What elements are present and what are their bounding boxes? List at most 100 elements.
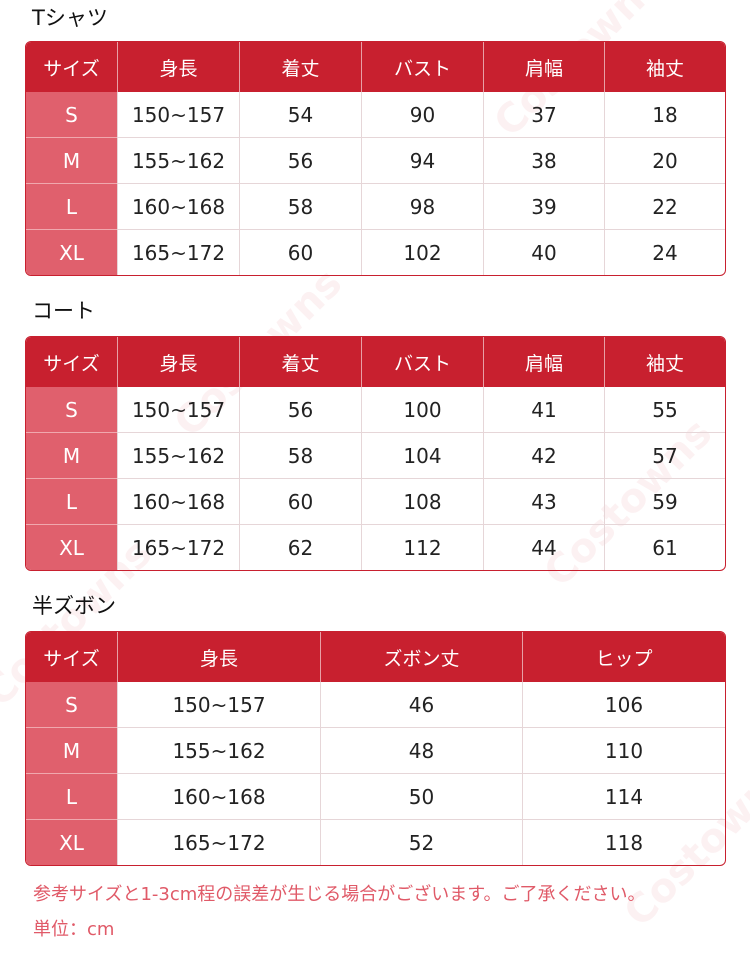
column-header: 袖丈 xyxy=(604,42,725,92)
column-header: 着丈 xyxy=(239,337,361,387)
table-cell: 108 xyxy=(361,478,483,524)
table-cell: 150~157 xyxy=(117,387,239,432)
table-row: L 160~168 58 98 39 22 xyxy=(26,183,725,229)
table-cell: 39 xyxy=(483,183,604,229)
table-cell: 150~157 xyxy=(117,682,320,727)
table-row: XL 165~172 60 102 40 24 xyxy=(26,229,725,275)
table-cell: 165~172 xyxy=(117,819,320,865)
size-label: M xyxy=(26,432,117,478)
table-title: Tシャツ xyxy=(32,6,108,30)
table-cell: 59 xyxy=(604,478,725,524)
column-header: バスト xyxy=(361,337,483,387)
column-header: 着丈 xyxy=(239,42,361,92)
table-cell: 38 xyxy=(483,137,604,183)
table-cell: 44 xyxy=(483,524,604,570)
table-row: L 160~168 60 108 43 59 xyxy=(26,478,725,524)
size-label: XL xyxy=(26,229,117,275)
column-header: サイズ xyxy=(26,337,117,387)
size-table: サイズ 身長 着丈 バスト 肩幅 袖丈 S 150~157 54 90 37 18 M 155~162 56… xyxy=(25,41,726,276)
table-cell: 18 xyxy=(604,92,725,137)
table-cell: 114 xyxy=(522,773,725,819)
table-cell: 165~172 xyxy=(117,524,239,570)
table-cell: 155~162 xyxy=(117,432,239,478)
table-cell: 42 xyxy=(483,432,604,478)
size-table: サイズ 身長 ズボン丈 ヒップ S 150~157 46 106 M 155~162 48 110 L 1… xyxy=(25,631,726,866)
column-header: ズボン丈 xyxy=(320,632,522,682)
table-cell: 104 xyxy=(361,432,483,478)
size-note: 参考サイズと1-3cm程の誤差が生じる場合がございます。ご了承ください。 xyxy=(33,884,646,905)
table-cell: 56 xyxy=(239,387,361,432)
table-cell: 60 xyxy=(239,478,361,524)
table-row: XL 165~172 62 112 44 61 xyxy=(26,524,725,570)
size-label: M xyxy=(26,727,117,773)
table-row: XL 165~172 52 118 xyxy=(26,819,725,865)
column-header: 身長 xyxy=(117,632,320,682)
table-cell: 94 xyxy=(361,137,483,183)
table-cell: 112 xyxy=(361,524,483,570)
table-cell: 50 xyxy=(320,773,522,819)
table-row: L 160~168 50 114 xyxy=(26,773,725,819)
table-row: M 155~162 56 94 38 20 xyxy=(26,137,725,183)
table-row: M 155~162 48 110 xyxy=(26,727,725,773)
table-cell: 165~172 xyxy=(117,229,239,275)
size-label: S xyxy=(26,92,117,137)
table-cell: 41 xyxy=(483,387,604,432)
size-label: XL xyxy=(26,819,117,865)
table-cell: 56 xyxy=(239,137,361,183)
table-cell: 155~162 xyxy=(117,727,320,773)
table-cell: 46 xyxy=(320,682,522,727)
table-cell: 57 xyxy=(604,432,725,478)
column-header: 身長 xyxy=(117,337,239,387)
table-cell: 54 xyxy=(239,92,361,137)
table-row: S 150~157 46 106 xyxy=(26,682,725,727)
table-cell: 55 xyxy=(604,387,725,432)
table-cell: 48 xyxy=(320,727,522,773)
table-title: 半ズボン xyxy=(32,594,116,618)
table-cell: 90 xyxy=(361,92,483,137)
table-cell: 24 xyxy=(604,229,725,275)
table-cell: 160~168 xyxy=(117,183,239,229)
table-cell: 160~168 xyxy=(117,478,239,524)
column-header: サイズ xyxy=(26,632,117,682)
column-header: 肩幅 xyxy=(483,42,604,92)
size-label: L xyxy=(26,183,117,229)
table-cell: 40 xyxy=(483,229,604,275)
table-cell: 62 xyxy=(239,524,361,570)
size-label: L xyxy=(26,478,117,524)
table-cell: 43 xyxy=(483,478,604,524)
column-header: 身長 xyxy=(117,42,239,92)
column-header: 袖丈 xyxy=(604,337,725,387)
table-cell: 58 xyxy=(239,183,361,229)
size-label: XL xyxy=(26,524,117,570)
table-row: S 150~157 54 90 37 18 xyxy=(26,92,725,137)
table-cell: 98 xyxy=(361,183,483,229)
table-row: M 155~162 58 104 42 57 xyxy=(26,432,725,478)
table-title: コート xyxy=(32,299,95,323)
size-label: M xyxy=(26,137,117,183)
column-header: ヒップ xyxy=(522,632,725,682)
size-label: L xyxy=(26,773,117,819)
table-cell: 52 xyxy=(320,819,522,865)
table-cell: 110 xyxy=(522,727,725,773)
column-header: バスト xyxy=(361,42,483,92)
table-cell: 20 xyxy=(604,137,725,183)
column-header: サイズ xyxy=(26,42,117,92)
table-cell: 106 xyxy=(522,682,725,727)
table-cell: 160~168 xyxy=(117,773,320,819)
size-label: S xyxy=(26,682,117,727)
size-table: サイズ 身長 着丈 バスト 肩幅 袖丈 S 150~157 56 100 41 55 M 155~162 5… xyxy=(25,336,726,571)
table-cell: 60 xyxy=(239,229,361,275)
table-cell: 118 xyxy=(522,819,725,865)
table-row: S 150~157 56 100 41 55 xyxy=(26,387,725,432)
table-cell: 100 xyxy=(361,387,483,432)
table-cell: 102 xyxy=(361,229,483,275)
table-cell: 155~162 xyxy=(117,137,239,183)
table-cell: 61 xyxy=(604,524,725,570)
table-cell: 22 xyxy=(604,183,725,229)
table-cell: 58 xyxy=(239,432,361,478)
unit-note: 単位：cm xyxy=(33,919,115,940)
table-cell: 150~157 xyxy=(117,92,239,137)
column-header: 肩幅 xyxy=(483,337,604,387)
table-cell: 37 xyxy=(483,92,604,137)
size-label: S xyxy=(26,387,117,432)
